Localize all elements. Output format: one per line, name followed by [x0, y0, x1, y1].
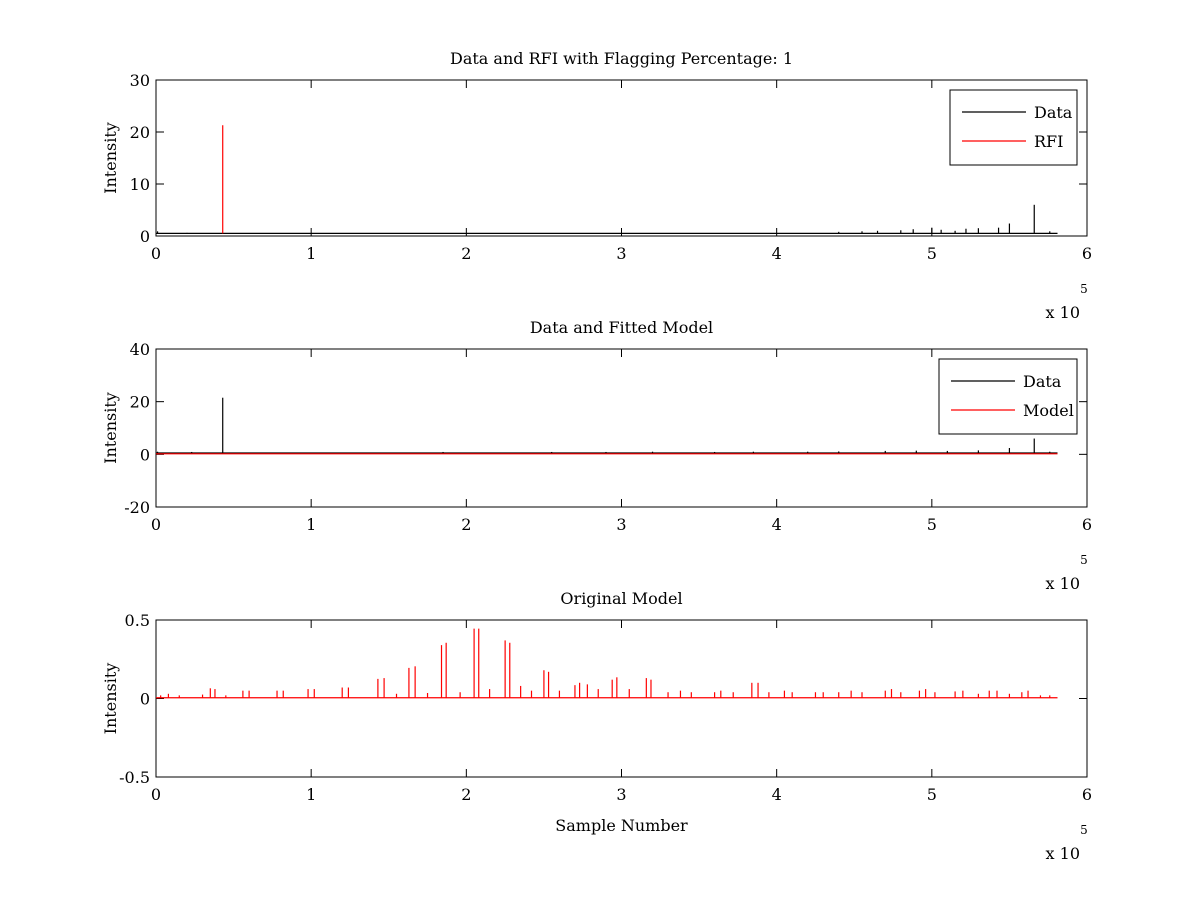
- x-tick-label: 2: [461, 244, 471, 263]
- x-tick-label: 3: [616, 785, 626, 804]
- y-tick-label: 30: [130, 71, 150, 90]
- x-tick-label: 0: [151, 785, 161, 804]
- x-tick-label: 4: [772, 515, 782, 534]
- y-tick-label: 20: [130, 123, 150, 142]
- x-tick-label: 1: [306, 244, 316, 263]
- chart-title: Data and Fitted Model: [530, 318, 713, 337]
- series-data: [156, 397, 1058, 454]
- x-tick-label: 1: [306, 515, 316, 534]
- y-tick-label: 40: [130, 340, 150, 359]
- x-exponent-power: 5: [1080, 553, 1088, 567]
- x-tick-label: 0: [151, 515, 161, 534]
- chart-title: Data and RFI with Flagging Percentage: 1: [450, 49, 793, 68]
- x-tick-label: 2: [461, 515, 471, 534]
- legend-box: [949, 89, 1078, 166]
- chart-title: Original Model: [560, 589, 682, 608]
- legend-label: Data: [1023, 372, 1062, 391]
- y-tick-label: 0: [140, 227, 150, 246]
- x-tick-label: 4: [772, 785, 782, 804]
- legend-box: [938, 358, 1078, 435]
- x-tick-label: 0: [151, 244, 161, 263]
- y-tick-label: 0.5: [125, 611, 150, 630]
- x-tick-label: 5: [927, 244, 937, 263]
- plot-area: [155, 619, 1088, 778]
- y-tick-label: -0.5: [119, 768, 150, 787]
- series-data: [156, 204, 1058, 234]
- y-tick-label: 0: [140, 445, 150, 464]
- x-exponent-power: 5: [1080, 823, 1088, 837]
- legend: Data RFI: [949, 89, 1078, 166]
- x-exponent-label: x 10: [1046, 303, 1080, 322]
- x-tick-label: 6: [1082, 244, 1092, 263]
- x-tick-label: 2: [461, 785, 471, 804]
- y-axis-label: Intensity: [101, 392, 120, 464]
- x-tick-label: 5: [927, 515, 937, 534]
- x-tick-label: 6: [1082, 515, 1092, 534]
- x-tick-label: 6: [1082, 785, 1092, 804]
- legend-label: RFI: [1034, 132, 1063, 151]
- x-tick-label: 5: [927, 785, 937, 804]
- y-tick-label: 20: [130, 393, 150, 412]
- x-exponent-label: x 10: [1046, 844, 1080, 863]
- y-axis-label: Intensity: [101, 122, 120, 194]
- x-tick-label: 3: [616, 244, 626, 263]
- legend: Data Model: [938, 358, 1078, 435]
- plot-area: [155, 348, 1088, 508]
- x-tick-label: 3: [616, 515, 626, 534]
- x-tick-label: 4: [772, 244, 782, 263]
- y-tick-label: -20: [124, 498, 150, 517]
- x-axis-label: Sample Number: [555, 816, 688, 835]
- legend-label: Data: [1034, 103, 1073, 122]
- x-exponent-label: x 10: [1046, 574, 1080, 593]
- subplot-1: 0 1 2 3 4 5 6 0 10 20 30 Data and RFI with Flagging…: [101, 49, 1092, 322]
- y-tick-label: 10: [130, 175, 150, 194]
- x-exponent-power: 5: [1080, 282, 1088, 296]
- x-tick-label: 1: [306, 785, 316, 804]
- legend-label: Model: [1023, 401, 1074, 420]
- plot-area: [155, 79, 1088, 237]
- y-tick-label: 0: [140, 690, 150, 709]
- y-axis-label: Intensity: [101, 663, 120, 735]
- series-1: [156, 628, 1058, 699]
